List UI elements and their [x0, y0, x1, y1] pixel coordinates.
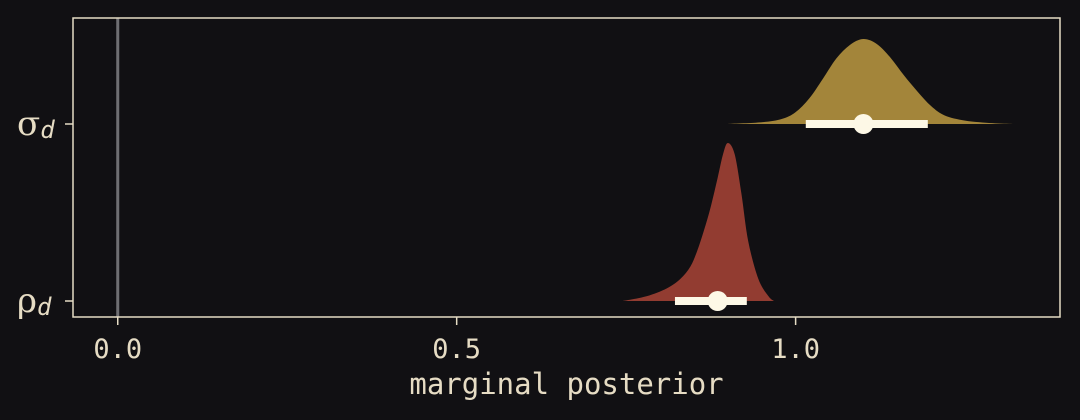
- y-category-label-0: σd: [17, 104, 55, 144]
- density-σd: [727, 38, 1013, 125]
- x-tick-label-2: 1.0: [771, 334, 820, 365]
- x-axis-title: marginal posterior: [409, 367, 723, 401]
- panel-border: [72, 17, 1061, 318]
- x-tick-label-0: 0.0: [93, 334, 142, 365]
- point-estimate-ρd: [707, 291, 728, 311]
- category-subscript: d: [37, 293, 52, 321]
- category-symbol: ρ: [17, 281, 37, 321]
- category-subscript: d: [40, 116, 55, 144]
- x-tick-label-1: 0.5: [432, 334, 481, 365]
- density-ρd: [622, 143, 774, 301]
- point-estimate-σd: [853, 114, 874, 134]
- y-category-label-1: ρd: [17, 281, 52, 321]
- category-symbol: σ: [17, 104, 40, 144]
